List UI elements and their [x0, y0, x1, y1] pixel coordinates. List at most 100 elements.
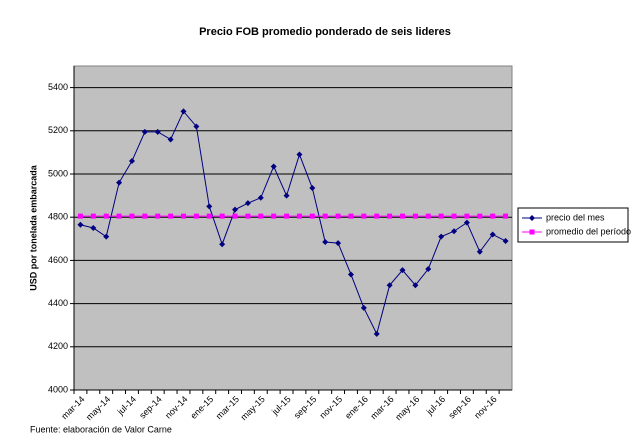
data-point — [193, 123, 200, 130]
data-point — [309, 185, 316, 192]
data-point — [374, 213, 380, 219]
data-point — [271, 213, 277, 219]
data-point — [90, 213, 96, 219]
data-point — [219, 241, 226, 248]
legend-marker — [529, 215, 535, 221]
data-point — [168, 213, 174, 219]
series-line — [80, 110, 506, 336]
data-point — [193, 213, 199, 219]
x-tick-label: jul-15 — [269, 394, 292, 417]
data-point — [258, 213, 264, 219]
data-point — [361, 213, 367, 219]
data-point — [309, 213, 315, 219]
data-point — [477, 213, 483, 219]
legend-box — [517, 207, 629, 243]
data-point — [90, 225, 97, 231]
y-axis-label: USD por tonelada embarcada — [28, 164, 38, 291]
data-point — [335, 240, 342, 247]
data-point — [386, 282, 393, 289]
data-point — [322, 213, 328, 219]
data-point — [335, 213, 341, 219]
data-point — [167, 136, 174, 143]
data-point — [399, 267, 406, 274]
data-point — [141, 128, 148, 135]
data-point — [128, 158, 135, 165]
data-point — [387, 213, 393, 219]
data-point — [463, 219, 470, 226]
data-point — [425, 213, 431, 219]
data-point — [232, 213, 238, 219]
data-point — [103, 213, 109, 219]
data-point — [155, 213, 161, 219]
y-tick-label: 4000 — [48, 384, 68, 394]
x-tick-label: mar-14 — [59, 394, 86, 421]
data-point — [438, 233, 445, 240]
data-point — [296, 151, 303, 158]
x-tick-label: nov-14 — [163, 394, 190, 421]
y-tick-label: 4600 — [48, 255, 68, 265]
data-point — [347, 271, 354, 278]
data-point — [412, 282, 419, 289]
data-point — [103, 233, 110, 240]
data-point — [502, 237, 509, 244]
data-point — [283, 192, 290, 199]
y-tick-label: 5200 — [48, 125, 68, 135]
data-point — [451, 213, 457, 219]
legend-marker — [529, 229, 535, 235]
data-point — [489, 231, 496, 238]
data-point — [180, 108, 187, 115]
data-point — [181, 213, 186, 219]
data-point — [129, 213, 135, 219]
x-tick-label: jul-14 — [115, 394, 138, 417]
x-tick-label: sep-14 — [137, 394, 164, 421]
x-tick-label: mar-15 — [214, 394, 241, 421]
data-point — [257, 194, 264, 201]
data-point — [322, 239, 329, 246]
data-point — [400, 213, 405, 219]
data-point — [425, 266, 432, 273]
x-tick-label: ene-16 — [343, 394, 370, 421]
data-point — [244, 200, 251, 207]
y-tick-label: 4400 — [48, 298, 68, 308]
data-point — [490, 213, 496, 219]
y-tick-label: 4200 — [48, 341, 68, 351]
x-tick-label: sep-15 — [292, 394, 319, 421]
data-point — [284, 213, 290, 219]
chart-title: Precio FOB promedio ponderado de seis li… — [199, 26, 451, 38]
data-point — [206, 203, 213, 210]
data-point — [116, 179, 123, 186]
y-tick-label: 5000 — [48, 168, 68, 178]
data-point — [412, 213, 418, 219]
data-point — [348, 213, 354, 219]
source-note: Fuente: elaboración de Valor Carne — [30, 424, 172, 434]
x-tick-label: mar-16 — [368, 394, 395, 421]
x-tick-label: may-16 — [393, 394, 421, 422]
data-point — [503, 213, 509, 219]
data-point — [464, 213, 470, 219]
data-point — [373, 330, 380, 337]
data-point — [270, 163, 277, 170]
x-tick-label: jul-16 — [424, 394, 447, 417]
data-point — [77, 213, 83, 219]
data-point — [116, 213, 122, 219]
data-point — [476, 248, 483, 255]
y-tick-label: 4800 — [48, 212, 68, 222]
data-point — [232, 206, 239, 213]
data-point — [219, 213, 225, 219]
data-point — [245, 213, 251, 219]
data-point — [438, 213, 444, 219]
data-point — [296, 213, 302, 219]
x-tick-label: nov-15 — [318, 394, 345, 421]
data-point — [154, 128, 161, 135]
x-tick-label: may-15 — [239, 394, 267, 422]
x-tick-label: ene-15 — [188, 394, 215, 421]
data-point — [360, 304, 367, 311]
data-point — [206, 213, 212, 219]
x-tick-label: sep-16 — [446, 394, 473, 421]
plot-area — [73, 65, 513, 391]
data-point — [451, 228, 458, 235]
data-point — [77, 221, 84, 228]
legend-label: precio del mes — [546, 212, 605, 222]
y-tick-label: 5400 — [48, 82, 68, 92]
